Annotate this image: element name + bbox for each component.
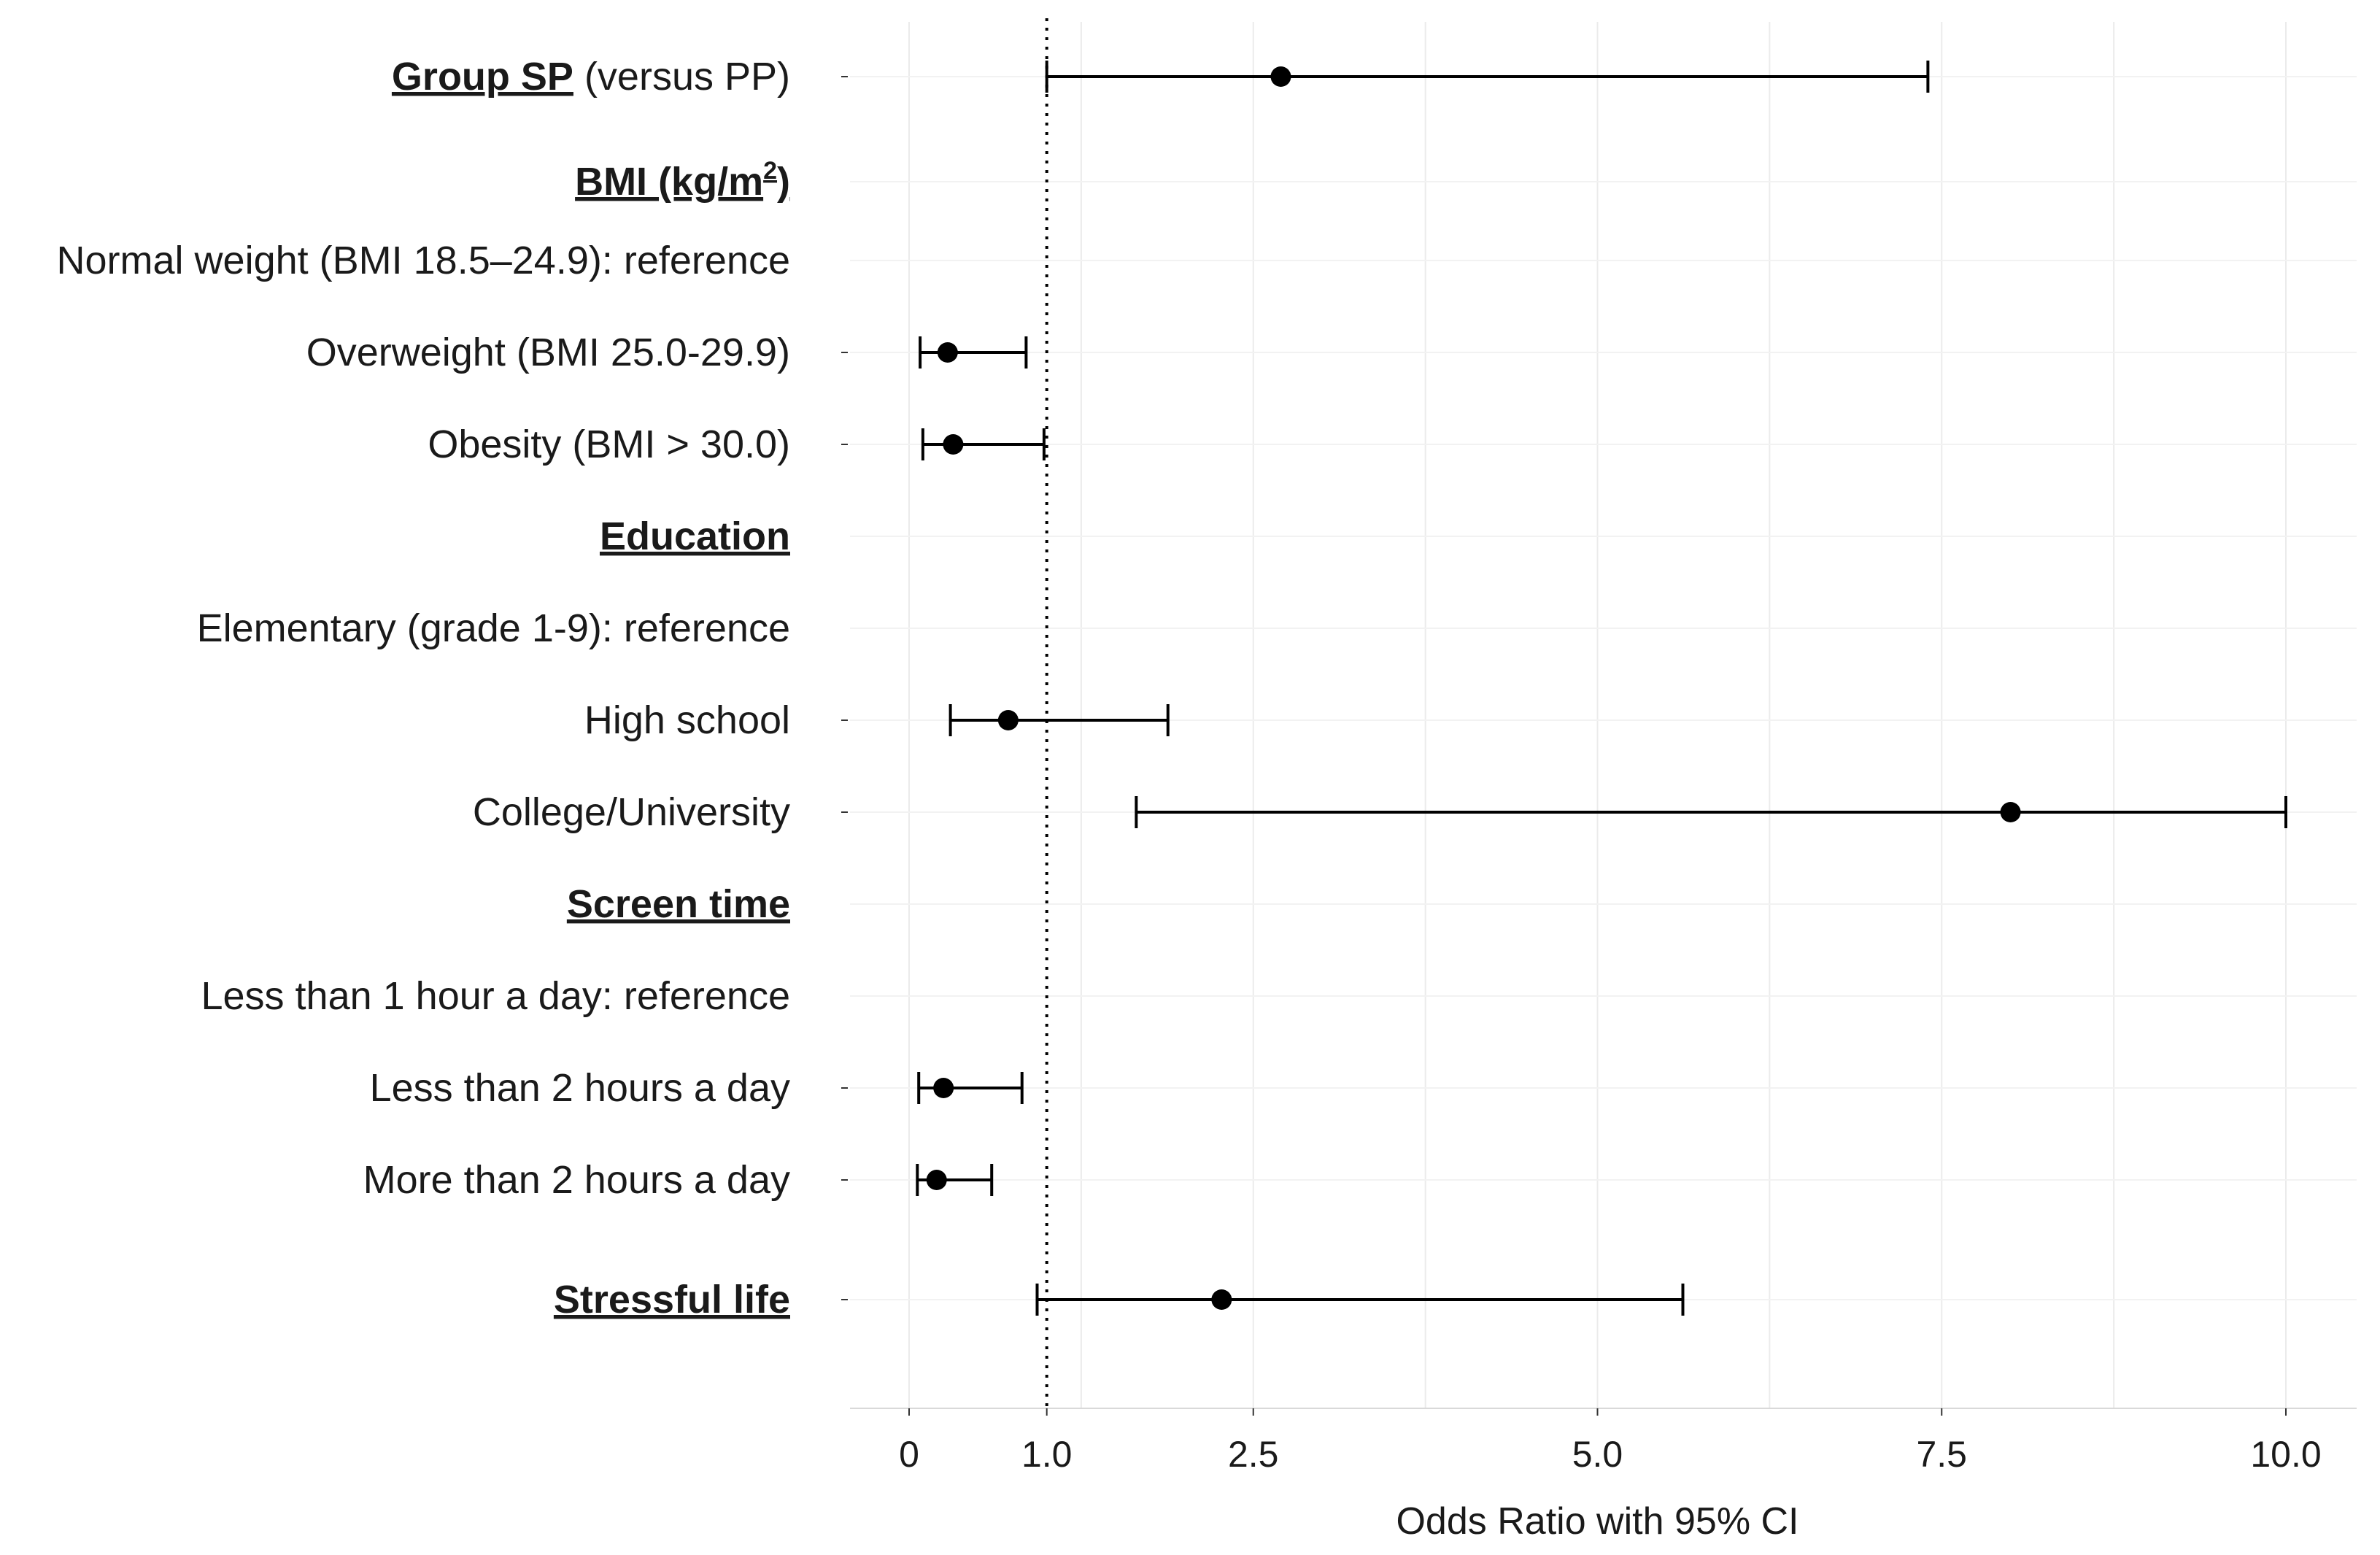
grid <box>850 22 2357 1409</box>
row-label: Elementary (grade 1-9): reference <box>197 606 790 650</box>
row-label: High school <box>584 698 790 742</box>
odds-ratio-point <box>1211 1289 1232 1310</box>
odds-ratio-point <box>2000 802 2021 822</box>
x-tick-label: 1.0 <box>1021 1434 1073 1475</box>
row-label: More than 2 hours a day <box>363 1158 790 1202</box>
row-label: Obesity (BMI > 30.0) <box>428 422 790 466</box>
rows: Group SP (versus PP) BMI (kg/m2) Normal we… <box>57 55 2287 1321</box>
odds-ratio-point <box>933 1078 954 1098</box>
row-label: Education <box>600 514 790 558</box>
row-label: Less than 2 hours a day <box>370 1066 790 1110</box>
row-label: Stressful life <box>554 1278 790 1321</box>
odds-ratio-point <box>926 1170 947 1190</box>
row-label: Less than 1 hour a day: reference <box>201 974 790 1018</box>
row-label: Overweight (BMI 25.0-29.9) <box>306 331 790 374</box>
odds-ratio-point <box>1270 66 1291 87</box>
x-tick-label: 10.0 <box>2250 1434 2321 1475</box>
row-label: Normal weight (BMI 18.5–24.9): reference <box>57 239 790 282</box>
odds-ratio-point <box>937 342 958 363</box>
row-label: Screen time <box>567 882 790 926</box>
x-tick-label: 7.5 <box>1916 1434 1967 1475</box>
x-axis: 0 1.0 2.5 5.0 7.5 10.0 <box>899 1408 2322 1475</box>
row-label: BMI (kg/m2) <box>575 157 790 204</box>
odds-ratio-point <box>997 710 1019 730</box>
x-tick-label: 2.5 <box>1228 1434 1279 1475</box>
row-label: Group SP (versus PP) <box>392 55 790 99</box>
odds-ratio-point <box>943 434 964 455</box>
x-tick-label: 0 <box>899 1434 919 1475</box>
row-label: College/University <box>473 790 790 834</box>
x-axis-label: Odds Ratio with 95% CI <box>1396 1500 1798 1543</box>
x-tick-label: 5.0 <box>1572 1434 1623 1475</box>
